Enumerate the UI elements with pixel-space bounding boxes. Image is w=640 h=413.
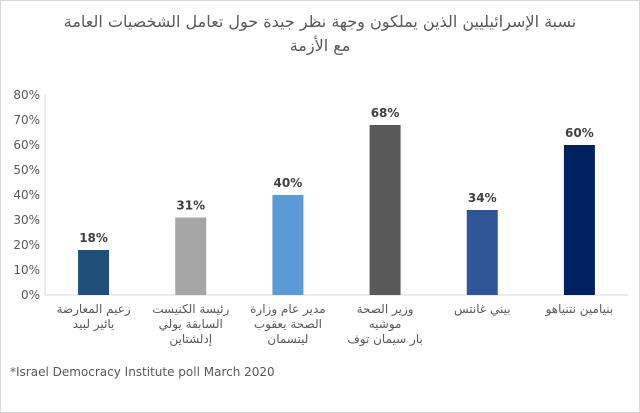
x-tick-label: بنيامين نتنياهو bbox=[545, 302, 614, 316]
chart-title-line-1: نسبة الإسرائيليين الذين يملكون وجهة نظر … bbox=[63, 12, 577, 31]
x-tick-label: بيني غانتس bbox=[453, 302, 511, 316]
bar bbox=[563, 145, 595, 295]
bar bbox=[175, 217, 207, 295]
footnote: *Israel Democracy Institute poll March 2… bbox=[10, 365, 275, 379]
y-tick-label: 70% bbox=[13, 113, 40, 127]
y-tick-label: 0% bbox=[21, 288, 40, 302]
y-tick-label: 10% bbox=[13, 263, 40, 277]
data-label: 60% bbox=[565, 126, 594, 140]
x-tick-label: وزير الصحة موشيه بار سيمان توف bbox=[347, 302, 423, 346]
data-label: 34% bbox=[468, 191, 497, 205]
y-tick-label: 60% bbox=[13, 138, 40, 152]
data-label: 68% bbox=[371, 106, 400, 120]
bar bbox=[466, 210, 498, 295]
bar bbox=[272, 195, 304, 295]
x-tick-label: مدير عام وزارة الصحة يعقوب ليتسمان bbox=[250, 302, 326, 346]
x-tick-label: رئيسة الكنيست السابقة يولي إدلشتاين bbox=[152, 302, 230, 346]
x-tick-label: زعيم المعارضة يائير لبيد bbox=[56, 302, 131, 331]
y-tick-label: 20% bbox=[13, 238, 40, 252]
bar bbox=[78, 250, 110, 295]
data-label: 40% bbox=[274, 176, 303, 190]
y-tick-label: 40% bbox=[13, 188, 40, 202]
data-label: 18% bbox=[79, 231, 108, 245]
chart-title-line-2: مع الأزمة bbox=[289, 36, 351, 55]
y-tick-label: 80% bbox=[13, 88, 40, 102]
y-tick-label: 30% bbox=[13, 213, 40, 227]
data-label: 31% bbox=[176, 199, 205, 213]
bar bbox=[369, 125, 401, 295]
y-tick-label: 50% bbox=[13, 163, 40, 177]
